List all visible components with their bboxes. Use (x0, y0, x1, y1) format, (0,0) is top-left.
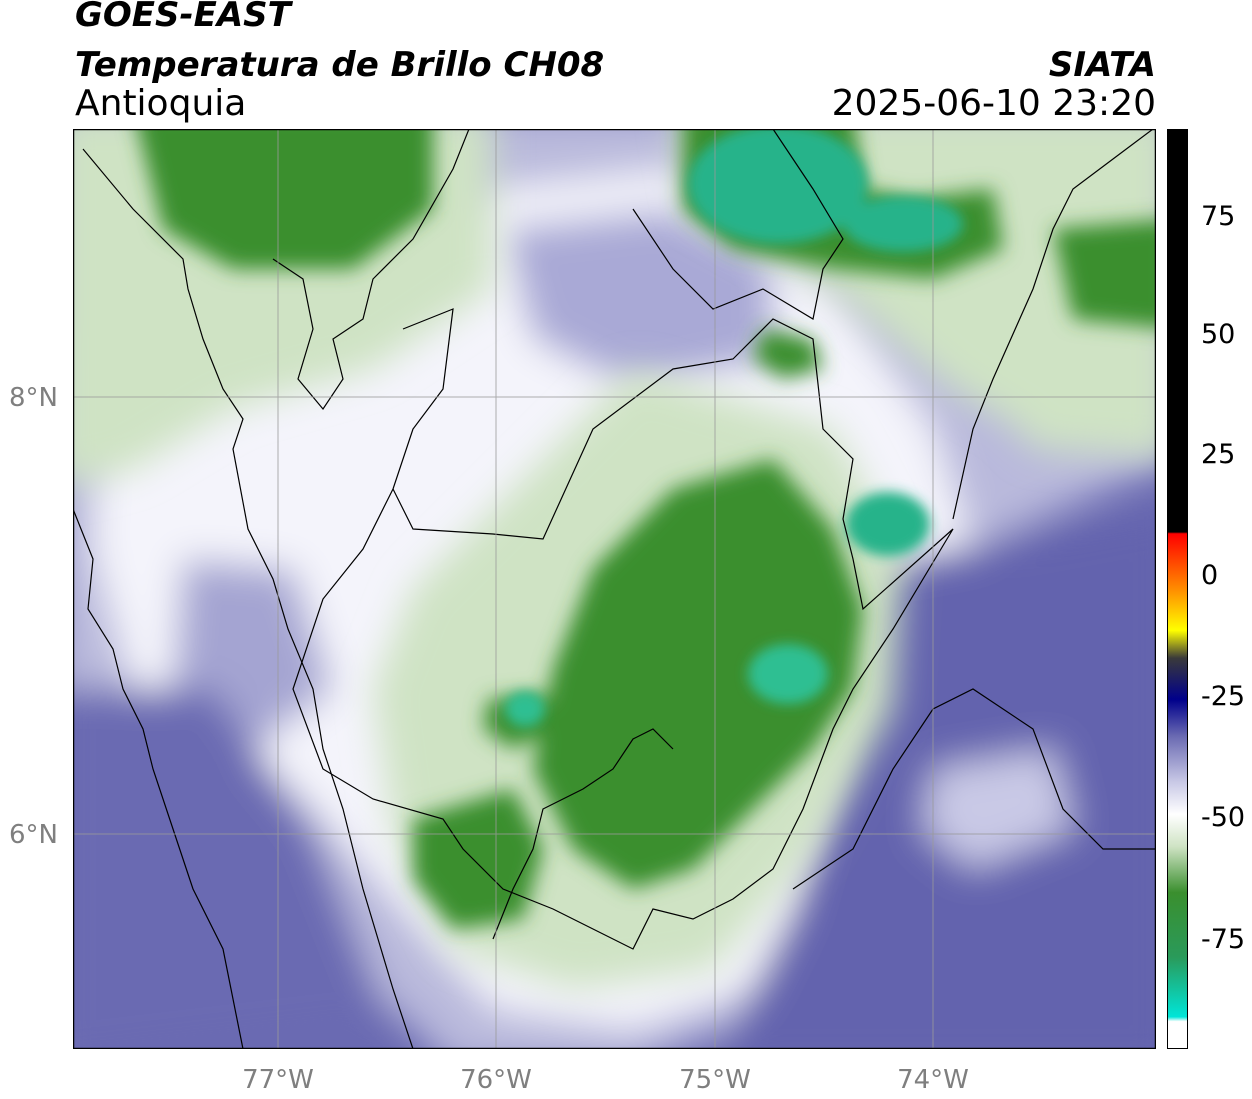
latitude-label-8n: 8°N (9, 383, 58, 413)
product-title: Temperatura de Brillo CH08 (75, 45, 605, 85)
colorbar-frame (1167, 129, 1188, 1049)
brightness-temperature-map (73, 129, 1156, 1049)
pacific-coastline (73, 508, 244, 1049)
green-core-central (533, 459, 863, 889)
organization-label: SIATA (1048, 45, 1156, 85)
satellite-title: GOES-EAST (75, 0, 291, 35)
teal-top-west (505, 691, 545, 727)
antioquia-border (292, 308, 954, 950)
purple-southwest (73, 689, 393, 1049)
longitude-label-77w: 77°W (242, 1065, 314, 1095)
teal-top-east (846, 492, 930, 556)
colorbar (1167, 129, 1188, 1049)
department-border-northeast (632, 129, 844, 320)
longitude-label-75w: 75°W (679, 1065, 751, 1095)
green-core-northeast-small (753, 329, 823, 379)
colorbar-label-minus75: -75 (1201, 924, 1246, 955)
green-core-northeast (1053, 220, 1156, 328)
department-border-east (952, 129, 1154, 520)
green-core-northwest (138, 129, 433, 269)
light-green-east (973, 350, 1156, 458)
teal-top-central (748, 644, 828, 704)
teal-top-north (688, 129, 868, 244)
teal-top-northeast (843, 196, 963, 252)
longitude-label-76w: 76°W (460, 1065, 532, 1095)
department-border-southeast (792, 688, 1156, 890)
colorbar-label-75: 75 (1201, 201, 1236, 232)
timestamp-label: 2025-06-10 23:20 (831, 83, 1156, 124)
colorbar-label-50: 50 (1201, 319, 1236, 350)
colorbar-label-minus25: -25 (1201, 681, 1246, 712)
colorbar-label-25: 25 (1201, 439, 1236, 470)
longitude-label-74w: 74°W (897, 1065, 969, 1095)
white-southeast-streak (923, 749, 1073, 869)
caribbean-coastline (82, 148, 414, 1049)
map-frame (73, 129, 1156, 1049)
region-label: Antioquia (75, 83, 247, 124)
gulf-uraba-coast (272, 129, 470, 411)
lavender-patch-north (503, 209, 773, 389)
colorbar-label-0: 0 (1201, 560, 1219, 591)
department-border-south (492, 728, 674, 940)
latitude-label-6n: 6°N (9, 820, 58, 850)
colorbar-fill (1167, 129, 1188, 1049)
colorbar-label-minus50: -50 (1201, 802, 1246, 833)
